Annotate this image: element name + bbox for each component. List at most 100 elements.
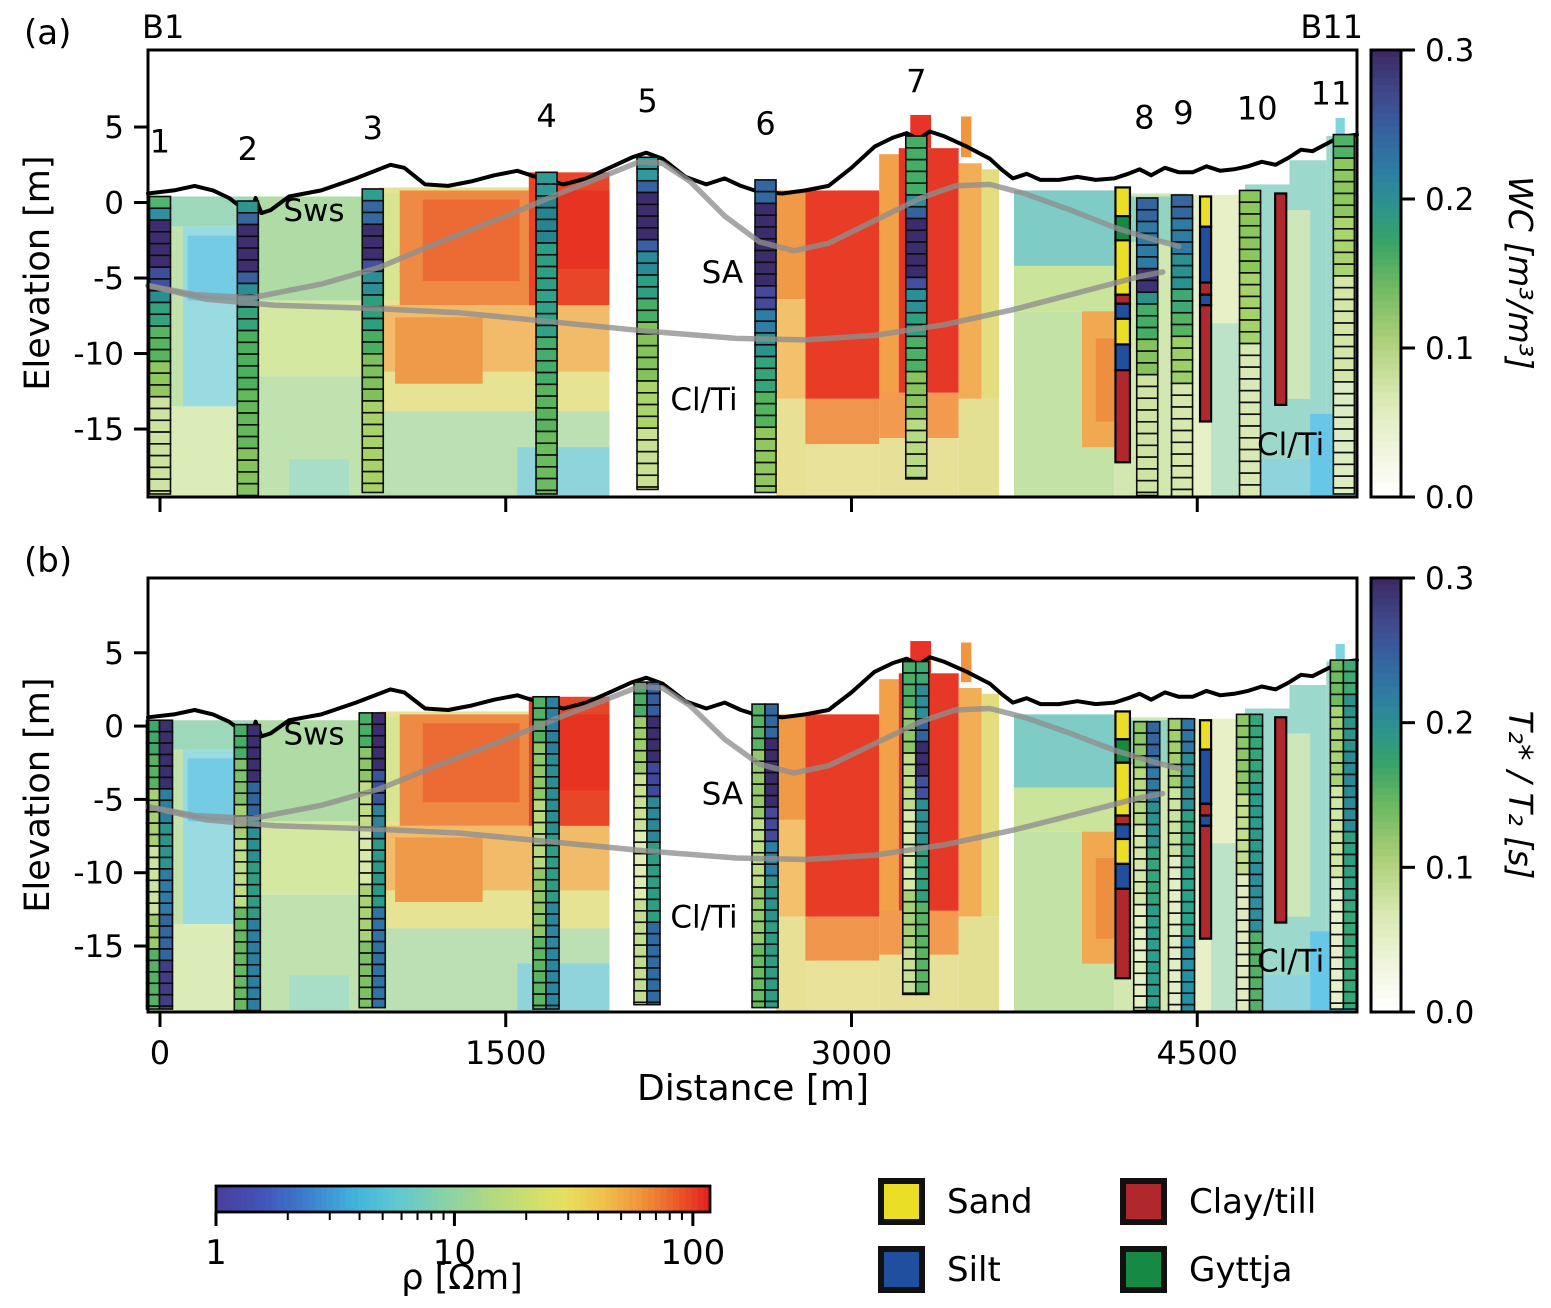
y-tick-label: -15 [73, 929, 124, 965]
geology-label: Cl/Ti [1257, 944, 1324, 980]
geology-label: SA [702, 777, 743, 813]
x-tick-label: 1500 [465, 1034, 546, 1072]
borehole-number-label: 5 [637, 82, 657, 120]
legend-label-clay-till: Clay/till [1189, 1181, 1317, 1222]
corner-label-b1: B1 [142, 8, 184, 46]
colorbar-tick-label: 0.0 [1425, 480, 1474, 516]
borehole-9-wc-log [1170, 194, 1194, 498]
borehole-5-t2star-log [633, 681, 648, 1006]
lithology-column-9 [1198, 719, 1213, 940]
lithology-column-10 [1274, 192, 1288, 406]
borehole-7-wc-log [904, 135, 928, 480]
borehole-3-wc-log [361, 188, 385, 494]
borehole-number-label: 11 [1311, 74, 1352, 112]
y-tick-label: 5 [104, 636, 124, 672]
geology-label: SA [702, 255, 743, 291]
sand-swatch [878, 1178, 925, 1225]
colorbar-tick-label: 0.2 [1425, 182, 1474, 218]
borehole-6-t2-log [764, 703, 779, 1009]
rho-tick-label: 100 [660, 1233, 725, 1273]
geology-interface-line-2 [145, 790, 1166, 863]
colorbar-tick-label: 0.3 [1425, 561, 1474, 597]
lithology-column-10 [1274, 716, 1288, 924]
borehole-number-label: 8 [1134, 99, 1154, 137]
y-tick-label: -10 [73, 856, 124, 892]
borehole-5-t2-log [646, 681, 661, 1006]
panel-tag: (a) [24, 13, 71, 53]
legend-item-gyttja: Gyttja [1120, 1246, 1292, 1293]
borehole-1-t2-log [158, 719, 174, 1010]
panel-tag: (b) [24, 541, 72, 581]
y-tick-label: 0 [104, 709, 124, 745]
borehole-4-t2-log [545, 695, 560, 1010]
colorbar-tick-label: 0.3 [1425, 33, 1474, 69]
borehole-number-label: 3 [363, 109, 383, 147]
rho-colorbar: 1 10 100 [205, 1184, 725, 1273]
geology-label: Sws [283, 716, 344, 752]
borehole-2-t2star-log [233, 723, 249, 1012]
x-tick-label: 3000 [811, 1034, 892, 1072]
borehole-1-wc-log [148, 195, 172, 495]
rho-tick-label: 1 [205, 1233, 227, 1273]
y-tick-label: 0 [104, 186, 124, 222]
geology-interface-line-1 [145, 159, 1182, 301]
colorbar-tick-label: 0.2 [1425, 706, 1474, 742]
clay-till-swatch [1120, 1178, 1167, 1225]
colorbar-wc: 0.0 0.1 0.2 0.3 [1369, 33, 1474, 516]
geology-label: Cl/Ti [670, 900, 737, 936]
x-tick-label: 0 [150, 1034, 170, 1072]
lithology-column-8 [1114, 710, 1132, 980]
geology-interface-line-2 [145, 269, 1166, 343]
borehole-3-t2-log [371, 712, 387, 1009]
borehole-5-wc-log [636, 156, 659, 491]
y-tick-label: -5 [93, 782, 124, 818]
legend-label-gyttja: Gyttja [1189, 1249, 1293, 1290]
panel-b: Sws SA Cl/Ti Cl/Ti 5 0 -5 -10 -15 0 1500 3000 4500 (b… [24, 541, 1474, 1072]
borehole-9-t2star-log [1167, 717, 1183, 1013]
borehole-7-t2star-log [901, 660, 917, 996]
borehole-2-wc-log [236, 200, 260, 497]
borehole-3-t2star-log [358, 712, 374, 1009]
y-tick-label: 5 [104, 110, 124, 146]
gyttja-swatch [1120, 1246, 1167, 1293]
borehole-4-wc-log [535, 171, 558, 495]
rho-tick-label: 10 [433, 1233, 476, 1273]
silt-swatch [878, 1246, 925, 1293]
borehole-11-t2star-log [1329, 659, 1345, 1010]
lithology-column-8 [1114, 186, 1132, 464]
y-tick-label: -15 [73, 412, 124, 448]
borehole-10-wc-log [1238, 189, 1262, 498]
x-tick-label: 4500 [1157, 1034, 1238, 1072]
borehole-2-t2-log [246, 723, 262, 1012]
colorbar-tick-label: 0.1 [1425, 331, 1474, 367]
borehole-10-t2-log [1248, 713, 1264, 1013]
legend-item-sand: Sand [878, 1178, 1033, 1225]
topography-line [146, 655, 1359, 742]
colorbar-t2: 0.0 0.1 0.2 0.3 [1369, 561, 1474, 1031]
plot-frame [146, 576, 1359, 1014]
geology-interface-line-1 [145, 683, 1182, 822]
borehole-number-label: 4 [536, 97, 556, 135]
y-tick-label: -5 [93, 261, 124, 297]
colorbar-tick-label: 0.1 [1425, 850, 1474, 886]
borehole-number-label: 6 [755, 105, 775, 143]
geology-label: Cl/Ti [1257, 427, 1324, 463]
borehole-number-label: 2 [238, 130, 258, 168]
colorbar-tick-label: 0.0 [1425, 995, 1474, 1031]
legend-item-clay-till: Clay/till [1120, 1178, 1316, 1225]
borehole-8-t2star-log [1132, 720, 1148, 1012]
topography-line [146, 129, 1359, 219]
legend-item-silt: Silt [878, 1246, 1001, 1293]
borehole-6-t2star-log [751, 703, 766, 1009]
borehole-number-label: 7 [906, 62, 926, 100]
legend-label-silt: Silt [947, 1249, 1001, 1290]
lithology-column-9 [1198, 195, 1213, 423]
borehole-9-t2-log [1180, 717, 1196, 1013]
plot-frame [146, 48, 1359, 499]
borehole-8-t2-log [1145, 720, 1161, 1012]
borehole-7-t2-log [914, 660, 930, 996]
borehole-8-wc-log [1135, 197, 1159, 497]
